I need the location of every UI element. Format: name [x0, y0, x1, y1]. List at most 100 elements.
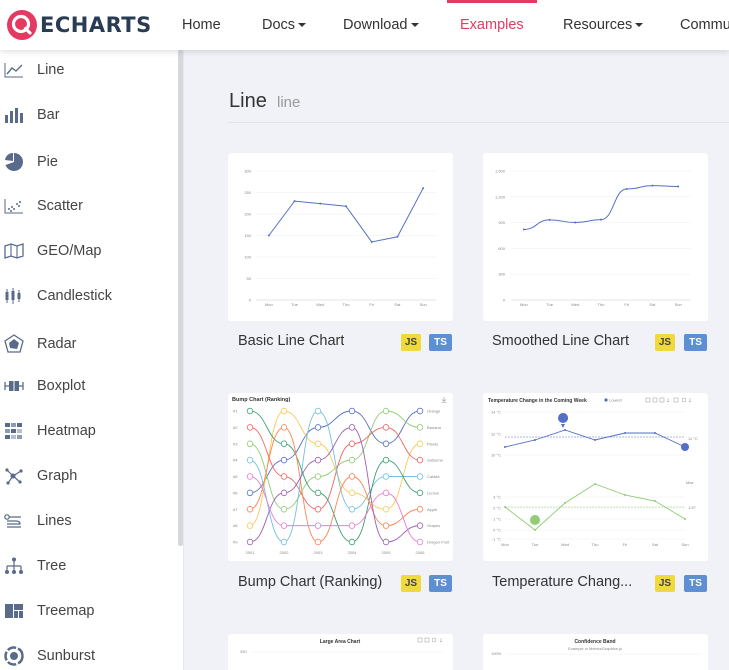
- card-title-bump-chart[interactable]: Bump Chart (Ranking): [238, 574, 383, 590]
- data-point: [370, 240, 373, 243]
- example-card-bump-chart[interactable]: Bump Chart (Ranking) #1 #2 #3 #4 #5 #6 #7 #8 #9 2…: [228, 393, 453, 561]
- js-badge[interactable]: JS: [655, 575, 675, 592]
- sidebar-item-candlestick[interactable]: Candlestick: [0, 276, 178, 316]
- bump-series-point: [246, 440, 254, 447]
- js-badge[interactable]: JS: [655, 334, 675, 351]
- toolbox-icons: [417, 637, 443, 643]
- rank-label: #6: [233, 490, 238, 495]
- sidebar-item-radar[interactable]: Radar: [0, 324, 178, 364]
- lines-icon: [3, 511, 25, 531]
- y-tick-label: 12 °C: [491, 432, 501, 437]
- ts-badge[interactable]: TS: [684, 334, 707, 351]
- sidebar-item-boxplot[interactable]: Boxplot: [0, 366, 178, 406]
- y-tick-label: 2 °C: [493, 506, 501, 511]
- data-point: [654, 432, 656, 434]
- sidebar-item-treemap[interactable]: Treemap: [0, 591, 178, 631]
- x-tick-label: Sun: [681, 542, 688, 547]
- example-card-large-area[interactable]: Large Area Chart 250: [228, 634, 453, 670]
- example-card-temperature-change[interactable]: Temperature Change in the Coming Week Lo…: [483, 393, 708, 561]
- large-area-thumbnail: Large Area Chart 250: [240, 637, 443, 654]
- bump-series-point: [246, 407, 254, 415]
- caret-down-icon: [298, 23, 307, 27]
- bump-series-point: [314, 522, 322, 529]
- bump-chart-thumbnail: Bump Chart (Ranking) #1 #2 #3 #4 #5 #6 #7 #8 #9 2…: [232, 397, 450, 555]
- example-card-confidence-band[interactable]: Confidence Band Example in MetricsGraphi…: [483, 634, 708, 670]
- rank-label: #7: [233, 507, 238, 512]
- heatmap-icon: [3, 421, 25, 441]
- y-tick-label: 600: [498, 246, 505, 251]
- js-badge[interactable]: JS: [401, 575, 421, 592]
- sidebar-item-lines[interactable]: Lines: [0, 501, 178, 541]
- bump-series-point: [382, 538, 390, 546]
- y-tick-label: 1,200: [495, 194, 506, 199]
- data-point: [396, 235, 399, 238]
- rank-label: #8: [233, 523, 238, 528]
- sidebar-item-scatter[interactable]: Scatter: [0, 186, 178, 226]
- series-end-label: Plants: [427, 441, 438, 446]
- large-area-thumb-title: Large Area Chart: [320, 639, 361, 645]
- logo-text: ECHARTS: [40, 13, 152, 37]
- card-title-temperature-change[interactable]: Temperature Chang...: [492, 574, 633, 590]
- sidebar-item-heatmap[interactable]: Heatmap: [0, 411, 178, 451]
- bump-series-point: [382, 424, 390, 431]
- radar-icon: [3, 334, 25, 354]
- bump-series-point: [416, 538, 424, 546]
- sidebar-item-bar[interactable]: Bar: [0, 95, 178, 135]
- sidebar-item-geo-map[interactable]: GEO/Map: [0, 231, 178, 271]
- bump-series-point: [382, 407, 390, 415]
- sidebar-item-label: Pie: [37, 154, 58, 170]
- sidebar-item-tree[interactable]: Tree: [0, 546, 178, 586]
- y-tick-label: 100: [244, 255, 251, 260]
- sidebar-item-graph[interactable]: Graph: [0, 456, 178, 496]
- download-icon: [441, 397, 447, 403]
- card-title-smoothed-line[interactable]: Smoothed Line Chart: [492, 333, 630, 349]
- nav-examples[interactable]: Examples: [447, 0, 537, 50]
- year-label: 2002: [280, 550, 290, 555]
- bump-series-point: [382, 522, 390, 529]
- sidebar-item-pie[interactable]: Pie: [0, 142, 178, 182]
- nav-resources[interactable]: Resources: [563, 0, 644, 50]
- bump-series-point: [280, 440, 288, 447]
- x-tick-label: Fri: [623, 542, 628, 547]
- bump-series-point: [280, 456, 288, 464]
- legend-lowest: Lowest: [609, 398, 623, 403]
- sidebar-scrollbar[interactable]: [178, 50, 183, 546]
- readout-label: 1.57: [688, 505, 697, 510]
- series-end-label: Dragon Fruit: [427, 540, 450, 545]
- bump-series-point: [246, 489, 254, 497]
- chart-type-sidebar: Line Bar Pie Scatter GEO/Map Candlestick: [0, 50, 183, 670]
- echarts-logo-icon: [7, 10, 37, 40]
- nav-community[interactable]: Community: [680, 0, 729, 50]
- data-point: [319, 202, 322, 205]
- tree-icon: [3, 556, 25, 576]
- example-card-basic-line[interactable]: 300 250 200 150 100 50 0 Mon Tue Wed Thu Fri Sat Sun: [228, 153, 453, 321]
- nav-download[interactable]: Download: [343, 0, 419, 50]
- sidebar-item-sunburst[interactable]: Sunburst: [0, 636, 178, 670]
- ts-badge[interactable]: TS: [429, 575, 452, 592]
- js-badge[interactable]: JS: [401, 334, 421, 351]
- max-pin-marker: [558, 413, 569, 428]
- line-chart-icon: [3, 60, 25, 80]
- nav-home[interactable]: Home: [182, 0, 221, 50]
- bump-series-point: [280, 489, 288, 497]
- echarts-logo[interactable]: ECHARTS: [6, 9, 152, 41]
- x-tick-label: Fri: [369, 302, 374, 307]
- nav-examples-label: Examples: [460, 17, 524, 33]
- example-card-smoothed-line[interactable]: 1,500 1,200 900 600 300 0 Mon Tue Wed Thu Fri Sat Su…: [483, 153, 708, 321]
- bar-chart-icon: [3, 105, 25, 125]
- ts-badge[interactable]: TS: [429, 334, 452, 351]
- ts-badge[interactable]: TS: [684, 575, 707, 592]
- bump-series-point: [314, 424, 322, 431]
- sidebar-divider: [183, 50, 184, 670]
- scatter-chart-icon: [3, 196, 25, 216]
- sidebar-item-line[interactable]: Line: [0, 50, 178, 90]
- sidebar-item-label: Lines: [37, 513, 72, 529]
- smoothed-line-thumbnail: 1,500 1,200 900 600 300 0 Mon Tue Wed Thu Fri Sat Su…: [495, 169, 691, 307]
- series-end-label: Satsuma: [427, 458, 444, 463]
- card-title-basic-line[interactable]: Basic Line Chart: [238, 333, 345, 349]
- nav-docs[interactable]: Docs: [262, 0, 307, 50]
- x-tick-label: Thu: [598, 302, 605, 307]
- top-navbar: ECHARTS Home Docs Download Examples Reso…: [0, 0, 729, 50]
- y-tick-label: 0 °C: [493, 528, 501, 533]
- x-tick-label: Sat: [394, 302, 401, 307]
